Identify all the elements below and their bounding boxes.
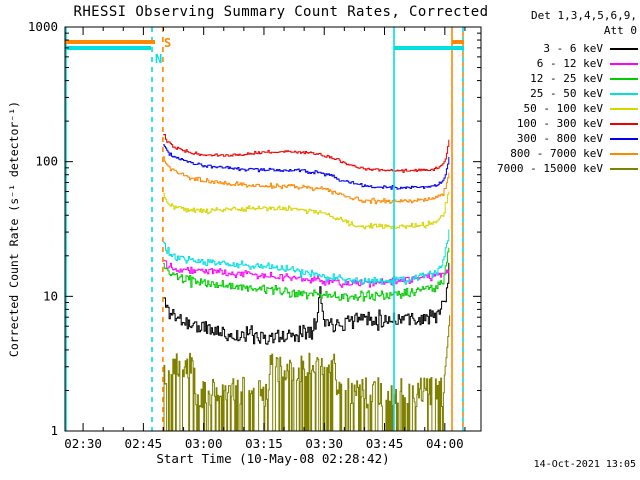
event-flag-N: N xyxy=(155,52,162,66)
series-25-50-keV xyxy=(163,229,450,286)
legend-color-line xyxy=(610,77,638,80)
x-tick-label: 02:45 xyxy=(125,436,163,451)
x-tick-label: 03:00 xyxy=(185,436,223,451)
legend-color-line xyxy=(610,167,638,170)
legend-color-line xyxy=(610,107,638,110)
legend-entry-25-50-keV: 25 - 50 keV xyxy=(488,86,638,101)
legend-entry-label: 800 - 7000 keV xyxy=(510,147,603,160)
series-50-100-keV xyxy=(163,191,450,230)
legend-entry-800-7000-keV: 800 - 7000 keV xyxy=(488,146,638,161)
legend-entry-label: 6 - 12 keV xyxy=(536,57,603,70)
legend-header-detectors: Det 1,3,4,5,6,9, xyxy=(531,9,637,22)
legend-color-line xyxy=(610,92,638,95)
legend-entry-100-300-keV: 100 - 300 keV xyxy=(488,116,638,131)
x-tick-label: 03:30 xyxy=(305,436,343,451)
series-100-300-keV xyxy=(163,134,450,173)
x-tick-label: 04:00 xyxy=(426,436,464,451)
legend-entry-300-800-keV: 300 - 800 keV xyxy=(488,131,638,146)
legend-entry-label: 50 - 100 keV xyxy=(523,102,603,115)
y-axis-label: Corrected Count Rate (s⁻¹ detector⁻¹) xyxy=(7,100,21,358)
legend-color-line xyxy=(610,152,638,155)
legend-entry-label: 3 - 6 keV xyxy=(543,42,603,55)
generated-timestamp: 14-Oct-2021 13:05 xyxy=(533,459,636,470)
legend: Det 1,3,4,5,6,9, Att 0 3 - 6 keV 6 - 12 k… xyxy=(488,8,638,176)
legend-entry-label: 100 - 300 keV xyxy=(516,117,603,130)
event-flag-S: S xyxy=(164,36,171,50)
y-tick-label: 1 xyxy=(50,423,58,438)
x-tick-label: 02:30 xyxy=(64,436,102,451)
legend-entry-12-25-keV: 12 - 25 keV xyxy=(488,71,638,86)
series-6-12-keV xyxy=(163,259,450,288)
series-12-25-keV xyxy=(163,247,450,302)
event-bar xyxy=(394,46,464,50)
legend-color-line xyxy=(610,62,638,65)
event-bar xyxy=(65,40,155,44)
event-bar xyxy=(65,46,151,50)
legend-entry-label: 25 - 50 keV xyxy=(530,87,603,100)
y-tick-label: 1000 xyxy=(28,19,58,34)
legend-entry-50-100-keV: 50 - 100 keV xyxy=(488,101,638,116)
legend-header-attenuator: Att 0 xyxy=(603,24,637,37)
series-300-800-keV xyxy=(163,144,450,190)
x-tick-label: 03:15 xyxy=(245,436,283,451)
event-bar xyxy=(452,40,464,44)
legend-entry-7000-15000-keV: 7000 - 15000 keV xyxy=(488,161,638,176)
y-tick-label: 10 xyxy=(43,288,58,303)
legend-entries: 3 - 6 keV 6 - 12 keV 12 - 25 keV 25 - 50 ke… xyxy=(488,41,638,176)
legend-entry-label: 7000 - 15000 keV xyxy=(497,162,603,175)
chart-title: RHESSI Observing Summary Count Rates, Co… xyxy=(73,4,489,20)
legend-color-line xyxy=(610,122,638,125)
axes xyxy=(64,26,482,432)
series-3-6-keV xyxy=(163,262,450,345)
y-tick-label: 100 xyxy=(35,154,58,169)
x-axis-label: Start Time (10-May-08 02:28:42) xyxy=(156,451,390,466)
legend-entry-label: 12 - 25 keV xyxy=(530,72,603,85)
legend-color-line xyxy=(610,137,638,140)
legend-entry-6-12-keV: 6 - 12 keV xyxy=(488,56,638,71)
series-800-7000-keV xyxy=(163,156,450,205)
x-tick-label: 03:45 xyxy=(366,436,404,451)
legend-color-line xyxy=(610,47,638,50)
legend-entry-3-6-keV: 3 - 6 keV xyxy=(488,41,638,56)
legend-entry-label: 300 - 800 keV xyxy=(516,132,603,145)
